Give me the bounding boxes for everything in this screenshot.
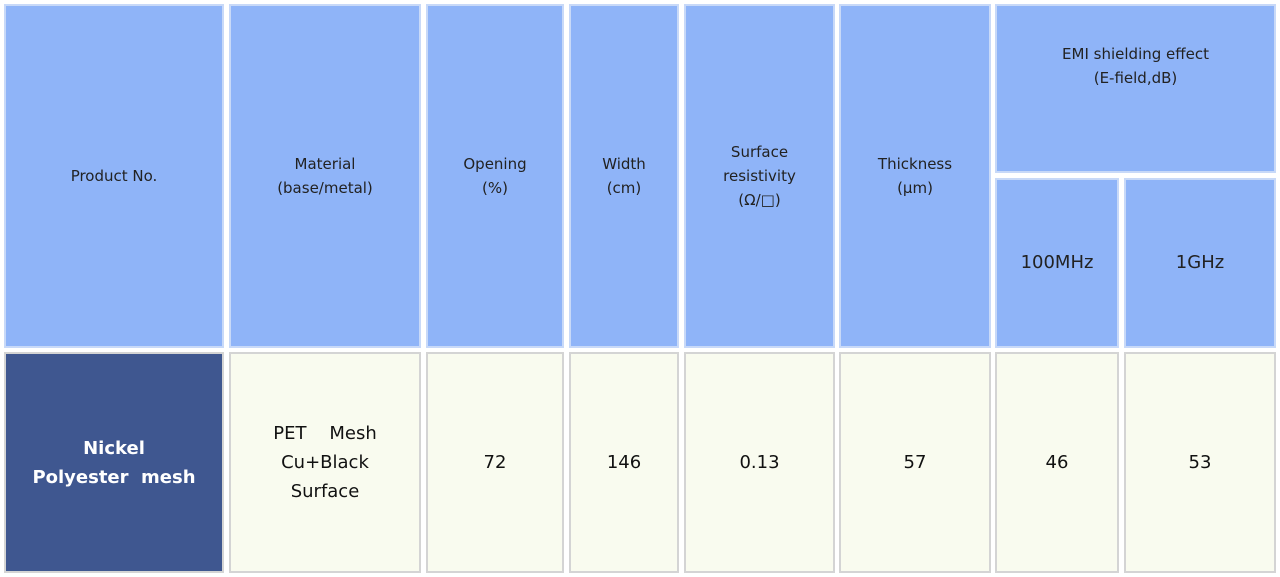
header-text: Thickness (877, 155, 953, 173)
cell-text: 0.13 (739, 452, 780, 473)
cell: 53 (1124, 352, 1276, 573)
header-cell: EMI shielding effect (E-field,dB) (995, 4, 1276, 173)
header-cell: Material (base/metal) (229, 4, 421, 348)
header-text: (E-field,dB) (1093, 69, 1178, 87)
cell: 146 (569, 352, 679, 573)
header-text: (μm) (897, 179, 933, 197)
header-text: (%) (482, 179, 508, 197)
header-text: (base/metal) (277, 179, 373, 197)
header-text: resistivity (723, 167, 796, 185)
header-text: Material (294, 155, 356, 173)
cell: 72 (426, 352, 564, 573)
cell-text: 57 (903, 452, 927, 473)
cell-text: PET Mesh (273, 423, 377, 444)
header-text: EMI shielding effect (1062, 45, 1209, 63)
cell-text: Cu+Black (281, 452, 369, 473)
header-text: (Ω/□) (738, 191, 781, 209)
cell-text: Polyester mesh (32, 466, 196, 488)
header-cell: Opening (%) (426, 4, 564, 348)
header-text: 1GHz (1175, 252, 1225, 273)
header-cell: 1GHz (1124, 178, 1276, 348)
cell: 57 (839, 352, 991, 573)
cell: 0.13 (684, 352, 835, 573)
header-text: Width (602, 155, 646, 173)
product-cell: Nickel Polyester mesh (4, 352, 224, 573)
cell-text: Surface (290, 481, 360, 502)
cell-text: 46 (1045, 452, 1069, 473)
cell: 46 (995, 352, 1119, 573)
header-cell: Thickness (μm) (839, 4, 991, 348)
cell-text: 72 (483, 452, 507, 473)
cell-text: 146 (606, 452, 642, 473)
header-cell: Product No. (4, 4, 224, 348)
cell: PET Mesh Cu+Black Surface (229, 352, 421, 573)
header-cell: Width (cm) (569, 4, 679, 348)
header-cell: Surface resistivity (Ω/□) (684, 4, 835, 348)
header-text: (cm) (606, 179, 642, 197)
header-cell: 100MHz (995, 178, 1119, 348)
cell-text: 53 (1188, 452, 1212, 473)
header-text: Surface (730, 143, 789, 161)
header-text: Opening (463, 155, 527, 173)
cell-text: Nickel (83, 437, 145, 459)
header-text: 100MHz (1020, 252, 1094, 273)
header-text: Product No. (70, 167, 158, 185)
